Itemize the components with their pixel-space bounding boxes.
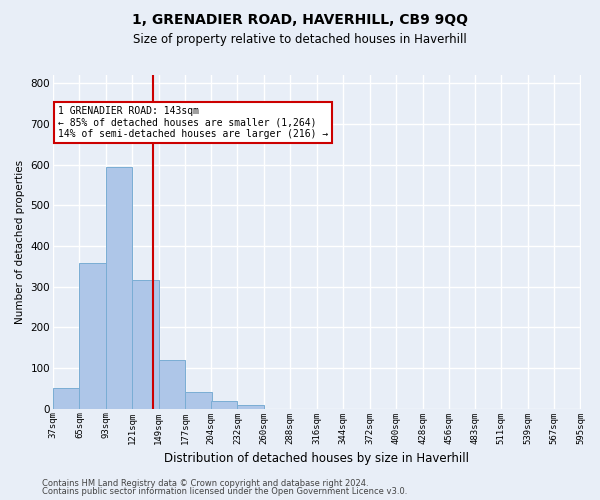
Bar (159, 360, 185, 408)
Text: 1, GRENADIER ROAD, HAVERHILL, CB9 9QQ: 1, GRENADIER ROAD, HAVERHILL, CB9 9QQ (132, 12, 468, 26)
Text: Size of property relative to detached houses in Haverhill: Size of property relative to detached ho… (133, 32, 467, 46)
Text: 1 GRENADIER ROAD: 143sqm
← 85% of detached houses are smaller (1,264)
14% of sem: 1 GRENADIER ROAD: 143sqm ← 85% of detach… (58, 106, 328, 138)
Y-axis label: Number of detached properties: Number of detached properties (15, 160, 25, 324)
Bar (211, 400, 238, 408)
Bar (238, 404, 264, 408)
Text: Contains HM Land Registry data © Crown copyright and database right 2024.: Contains HM Land Registry data © Crown c… (42, 478, 368, 488)
Bar (185, 392, 212, 408)
Bar (106, 166, 133, 408)
Bar (79, 264, 106, 408)
Bar (53, 388, 79, 408)
X-axis label: Distribution of detached houses by size in Haverhill: Distribution of detached houses by size … (164, 452, 469, 465)
Bar (133, 280, 159, 408)
Text: Contains public sector information licensed under the Open Government Licence v3: Contains public sector information licen… (42, 487, 407, 496)
